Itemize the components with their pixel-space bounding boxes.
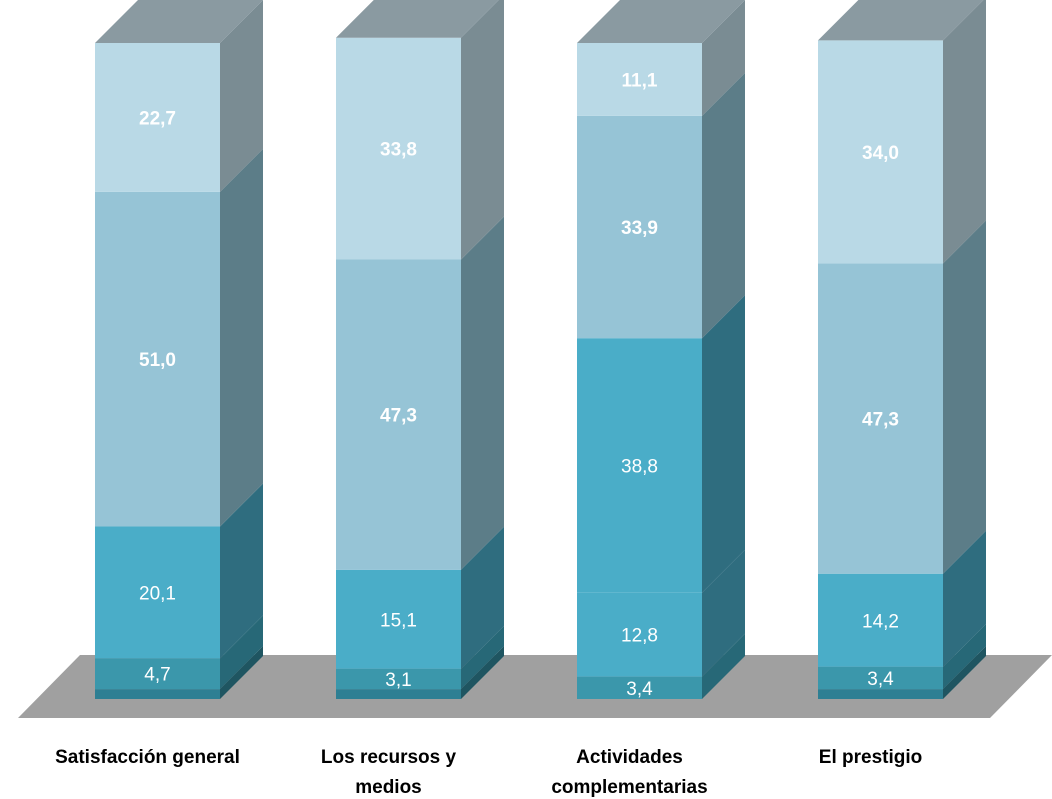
bar-segment — [336, 259, 461, 570]
bar-side-face — [461, 646, 504, 699]
bar-stack-1: 4,7 20,1 51,0 22,7 — [95, 0, 263, 699]
bar-segment — [818, 263, 943, 574]
bar-stack-3: 3,4 12,8 38,8 33,9 11,1 — [577, 0, 745, 700]
bar-top-face — [577, 0, 745, 44]
data-label: 38,8 — [621, 456, 658, 477]
bar-segment — [95, 191, 220, 527]
bar-top-face — [95, 0, 263, 43]
category-label: Los recursos y — [321, 747, 457, 768]
bar-stack-2: 3,1 15,1 47,3 33,8 — [336, 0, 504, 699]
bar-segment — [818, 666, 943, 690]
bar-segment — [95, 43, 220, 192]
bar-side-face — [702, 72, 745, 339]
data-label: 22,7 — [139, 108, 176, 129]
bar-stack-4: 3,4 14,2 47,3 34,0 — [818, 0, 986, 699]
bar-side-face — [943, 646, 986, 699]
bar-side-face — [943, 220, 986, 574]
data-label: 3,4 — [867, 669, 894, 690]
data-label: 47,3 — [380, 406, 417, 427]
bar-side-face — [702, 295, 745, 593]
data-label: 15,1 — [380, 610, 417, 631]
bar-segment — [95, 526, 220, 659]
chart-floor — [18, 655, 1052, 718]
bar-side-face — [461, 0, 504, 260]
bar-side-face — [220, 483, 263, 659]
data-label: 51,0 — [139, 350, 176, 371]
bar-side-face — [943, 530, 986, 667]
bar-side-face — [702, 549, 745, 677]
bar-segment — [95, 658, 220, 690]
bar-side-face — [702, 633, 745, 699]
bar-side-face — [220, 148, 263, 527]
bar-segment — [95, 689, 220, 699]
bar-segment — [336, 569, 461, 669]
bar-segment — [336, 37, 461, 260]
data-label: 3,1 — [385, 670, 411, 691]
bar-side-face — [943, 623, 986, 690]
bar-top-face — [818, 0, 984, 41]
bar-side-face — [220, 646, 263, 699]
data-label: 34,0 — [862, 143, 899, 164]
data-label: 4,7 — [144, 665, 170, 686]
bar-side-face — [702, 0, 745, 116]
category-label: medios — [355, 777, 422, 798]
data-label: 47,3 — [862, 410, 899, 431]
bar-side-face — [461, 526, 504, 669]
bar-side-face — [943, 0, 986, 264]
data-label: 14,2 — [862, 611, 899, 632]
category-label: complementarias — [551, 777, 707, 798]
bar-side-face — [220, 615, 263, 690]
bar-segment — [577, 338, 702, 593]
bar-segment — [336, 689, 461, 699]
data-label: 20,1 — [139, 583, 176, 604]
bar-segment — [577, 592, 702, 677]
bar-segment — [336, 668, 461, 690]
bar-side-face — [220, 0, 263, 192]
data-label: 33,9 — [621, 218, 658, 239]
bar-side-face — [461, 625, 504, 690]
bar-top-face — [336, 0, 499, 38]
bar-side-face — [461, 216, 504, 570]
data-label: 11,1 — [622, 70, 658, 91]
bar-segment — [818, 573, 943, 667]
bar-segment — [577, 115, 702, 339]
data-label: 33,8 — [380, 140, 417, 161]
data-label: 12,8 — [621, 626, 658, 647]
category-label: Actividades — [576, 747, 683, 768]
bar-segment — [577, 676, 702, 699]
bar-segment — [818, 689, 943, 699]
bar-segment — [577, 43, 702, 116]
category-label: Satisfacción general — [55, 747, 240, 768]
data-label: 3,4 — [626, 679, 653, 700]
bar-segment — [818, 40, 943, 264]
category-label: El prestigio — [819, 747, 922, 768]
